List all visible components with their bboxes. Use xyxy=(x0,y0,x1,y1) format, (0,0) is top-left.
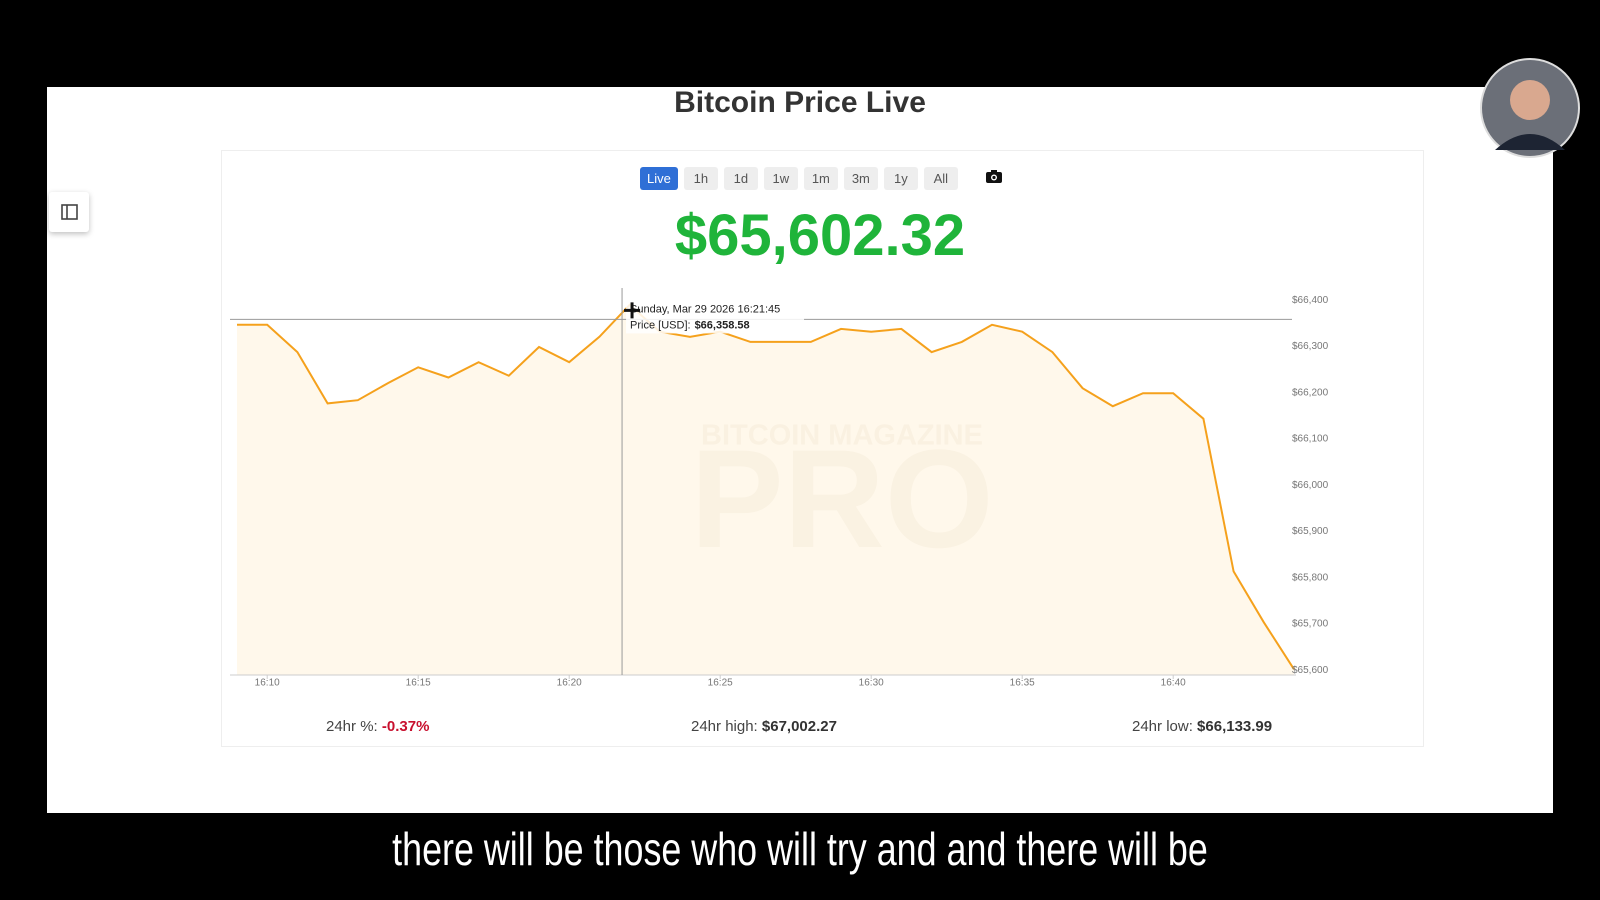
stat-value: $67,002.27 xyxy=(761,718,837,735)
screenshot-button[interactable] xyxy=(984,168,1004,184)
area-fill xyxy=(237,304,1294,675)
y-tick-label: $66,400 xyxy=(1292,295,1329,306)
tooltip-box xyxy=(626,297,805,334)
tooltip-price: Price [USD]: $66,358.58 xyxy=(630,319,750,331)
y-tick-label: $66,100 xyxy=(1292,434,1329,445)
tooltip-label: Price [USD]: xyxy=(630,319,691,331)
current-price: $65,602.32 xyxy=(674,203,966,268)
stat-label: 24hr low: xyxy=(1132,718,1193,735)
stat-low: 24hr low: $66,133.99 xyxy=(1132,718,1272,735)
range-button[interactable]: 1y xyxy=(883,167,918,190)
y-tick-label: $66,200 xyxy=(1292,387,1329,398)
x-tick-label: 16:40 xyxy=(1161,678,1186,689)
y-tick-label: $66,000 xyxy=(1292,480,1329,491)
cursor xyxy=(624,302,641,319)
y-tick-label: $65,700 xyxy=(1292,619,1329,630)
range-button[interactable]: All xyxy=(923,167,958,190)
x-tick-label: 16:15 xyxy=(406,678,431,689)
sidebar-icon xyxy=(61,204,78,220)
y-tick-label: $65,800 xyxy=(1292,572,1329,583)
stat-value: $66,133.99 xyxy=(1197,718,1273,735)
sidebar-toggle[interactable] xyxy=(49,192,89,232)
stat-value: -0.37% xyxy=(381,718,430,735)
x-tick-label: 16:30 xyxy=(859,678,884,689)
y-tick-label: $66,300 xyxy=(1292,341,1329,352)
stat-change: 24hr %: -0.37% xyxy=(326,718,429,735)
range-button[interactable]: 1w xyxy=(763,167,798,190)
presenter-avatar xyxy=(1480,58,1580,158)
x-tick-label: 16:35 xyxy=(1010,678,1035,689)
x-tick-label: 16:20 xyxy=(557,678,582,689)
y-tick-label: $65,600 xyxy=(1292,665,1329,676)
x-tick-label: 16:25 xyxy=(708,678,733,689)
range-button[interactable]: 1m xyxy=(803,167,838,190)
price-line xyxy=(237,303,1295,670)
stat-high: 24hr high: $67,002.27 xyxy=(691,718,837,735)
video-caption: there will be those who will try and and… xyxy=(392,823,1208,875)
tooltip-date: Sunday, Mar 29 2026 16:21:45 xyxy=(630,303,780,315)
page-title: Bitcoin Price Live xyxy=(674,86,926,119)
x-tick-label: 16:10 xyxy=(255,678,280,689)
range-button[interactable]: 1h xyxy=(683,167,718,190)
range-button[interactable]: 3m xyxy=(843,167,878,190)
stat-label: 24hr %: xyxy=(326,718,378,735)
stat-label: 24hr high: xyxy=(691,718,758,735)
range-button[interactable]: Live xyxy=(640,167,678,190)
tooltip-value: $66,358.58 xyxy=(695,319,750,331)
range-button[interactable]: 1d xyxy=(723,167,758,190)
range-toolbar: Live 1h 1d 1w 1m 3m 1y All xyxy=(640,167,958,190)
y-tick-label: $65,900 xyxy=(1292,526,1329,537)
